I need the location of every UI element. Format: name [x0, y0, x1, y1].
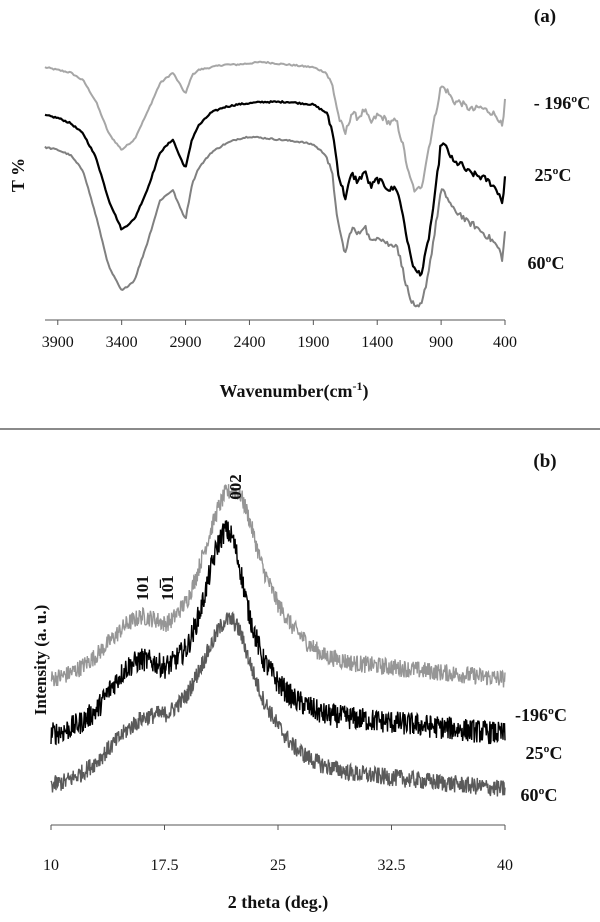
x-tick-label-a-7: 400	[493, 334, 517, 351]
legend-label-a-0: - 196ºC	[534, 93, 590, 113]
series-line-b-0	[50, 483, 506, 688]
x-tick-label-b-3: 32.5	[378, 857, 406, 874]
xlabel-a-main: Wavenumber(cm	[220, 381, 353, 402]
xlabel-a-sup: -1	[352, 379, 362, 393]
xlabel-b: 2 theta (deg.)	[228, 892, 328, 913]
xlabel-a-end: )	[362, 381, 368, 402]
x-tick-label-a-3: 2400	[233, 334, 265, 351]
x-tick-label-b-0: 10	[43, 857, 59, 874]
x-tick-label-b-2: 25	[270, 857, 286, 874]
legend-label-b-2: 60ºC	[521, 785, 558, 805]
x-tick-label-b-1: 17.5	[151, 857, 179, 874]
peak-label-002: 002	[226, 474, 245, 500]
series-line-b-1	[50, 520, 506, 746]
x-ticks-a: 3900 3400 2900 2400 1900 1400 900 400	[42, 320, 517, 351]
ylabel-a: T %	[8, 158, 28, 192]
x-tick-label-a-2: 2900	[170, 334, 202, 351]
legend-label-a-1: 25ºC	[535, 165, 572, 185]
panel-label-a: (a)	[534, 6, 556, 27]
x-tick-label-a-1: 3400	[106, 334, 138, 351]
legend-b: -196ºC 25ºC 60ºC	[515, 705, 567, 805]
panel-b: (b) Intensity (a. u.) 10 17.5 25 32.5 40 -19…	[31, 451, 567, 913]
series-group-a	[44, 60, 507, 308]
x-tick-label-b-4: 40	[497, 857, 513, 874]
ylabel-b: Intensity (a. u.)	[31, 605, 50, 716]
x-ticks-b: 10 17.5 25 32.5 40	[43, 825, 513, 874]
x-tick-label-a-0: 3900	[42, 334, 74, 351]
legend-a: - 196ºC 25ºC 60ºC	[528, 93, 591, 273]
legend-label-b-0: -196ºC	[515, 705, 567, 725]
x-tick-label-a-4: 1900	[297, 334, 329, 351]
x-tick-label-a-6: 900	[429, 334, 453, 351]
series-line-b-2	[50, 611, 506, 797]
panel-label-b: (b)	[533, 451, 556, 472]
series-line-a-1	[44, 100, 507, 277]
series-line-a-2	[44, 135, 506, 308]
xlabel-a: Wavenumber(cm-1)	[220, 379, 369, 402]
series-line-a-0	[44, 60, 506, 193]
peak-label-101: 101	[133, 575, 152, 601]
series-group-b	[50, 483, 506, 797]
x-tick-label-a-5: 1400	[361, 334, 393, 351]
panel-a: (a) T % 3900 3400 2900 2400 1900 1400 900 400 -…	[8, 6, 590, 402]
peak-label-10-1: 10̅1	[158, 575, 177, 601]
legend-label-a-2: 60ºC	[528, 253, 565, 273]
legend-label-b-1: 25ºC	[526, 743, 563, 763]
